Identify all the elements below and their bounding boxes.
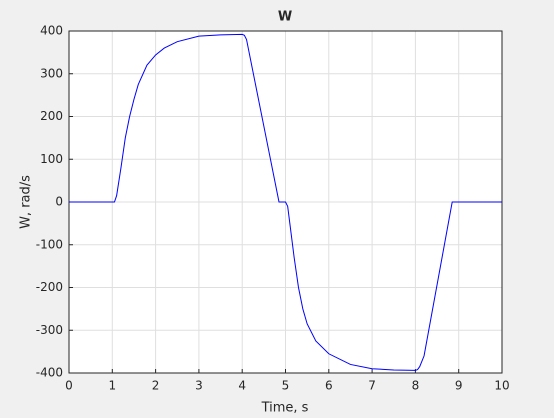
x-tick-label: 3: [195, 379, 203, 393]
y-axis-label: W, rad/s: [19, 175, 34, 229]
chart-title: W: [278, 10, 292, 25]
y-tick-label: 300: [40, 66, 63, 80]
x-tick-label: 4: [238, 379, 246, 393]
x-tick-label: 6: [325, 379, 333, 393]
y-tick-label: 400: [40, 24, 63, 38]
x-tick-label: 8: [412, 379, 420, 393]
x-tick-label: 2: [152, 379, 160, 393]
y-tick-label: -400: [36, 366, 63, 380]
y-tick-label: 100: [40, 152, 63, 166]
x-tick-label: 9: [455, 379, 463, 393]
x-axis-label: Time, s: [261, 401, 309, 416]
data-line: [69, 33, 502, 371]
x-tick-label: 5: [282, 379, 290, 393]
y-tick-label: -200: [36, 280, 63, 294]
x-tick-label: 10: [494, 379, 509, 393]
x-tick-label: 0: [65, 379, 73, 393]
y-tick-label: -300: [36, 323, 63, 337]
y-tick-label: 200: [40, 109, 63, 123]
x-tick-label: 7: [368, 379, 376, 393]
y-tick-label: 0: [55, 195, 63, 209]
y-tick-label: -100: [36, 237, 63, 251]
x-tick-label: 1: [108, 379, 116, 393]
